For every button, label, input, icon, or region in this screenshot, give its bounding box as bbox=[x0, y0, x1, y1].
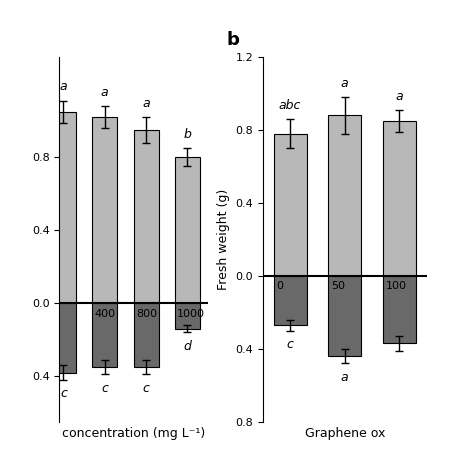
Bar bbox=[274, 134, 307, 276]
Bar bbox=[134, 130, 158, 303]
Bar bbox=[51, 303, 76, 373]
Bar bbox=[328, 115, 361, 276]
Text: a: a bbox=[142, 97, 150, 110]
Text: a: a bbox=[101, 86, 109, 99]
Text: abc: abc bbox=[279, 99, 301, 111]
Text: 1000: 1000 bbox=[177, 309, 205, 319]
Text: 0: 0 bbox=[276, 282, 283, 292]
Bar bbox=[92, 303, 117, 367]
Text: a: a bbox=[341, 77, 348, 90]
Text: 100: 100 bbox=[386, 282, 407, 292]
Y-axis label: Fresh weight (g): Fresh weight (g) bbox=[217, 189, 230, 290]
Text: c: c bbox=[143, 382, 149, 395]
Bar bbox=[383, 276, 416, 343]
Text: c: c bbox=[101, 382, 108, 395]
Bar bbox=[274, 276, 307, 325]
Text: a: a bbox=[60, 81, 67, 93]
Text: d: d bbox=[183, 340, 191, 353]
Bar bbox=[51, 111, 76, 303]
Bar bbox=[175, 157, 200, 303]
Text: c: c bbox=[287, 338, 293, 351]
Bar bbox=[328, 276, 361, 356]
Bar bbox=[92, 117, 117, 303]
Text: a: a bbox=[395, 90, 403, 102]
Text: 800: 800 bbox=[136, 309, 157, 319]
Bar bbox=[134, 303, 158, 367]
Text: 400: 400 bbox=[94, 309, 116, 319]
Text: 50: 50 bbox=[331, 282, 345, 292]
Text: c: c bbox=[60, 387, 67, 400]
Bar bbox=[383, 121, 416, 276]
X-axis label: concentration (mg L⁻¹): concentration (mg L⁻¹) bbox=[62, 428, 205, 440]
Text: b: b bbox=[227, 31, 240, 49]
Text: b: b bbox=[183, 128, 191, 141]
Bar bbox=[175, 303, 200, 329]
X-axis label: Graphene ox: Graphene ox bbox=[304, 428, 385, 440]
Text: a: a bbox=[341, 371, 348, 384]
